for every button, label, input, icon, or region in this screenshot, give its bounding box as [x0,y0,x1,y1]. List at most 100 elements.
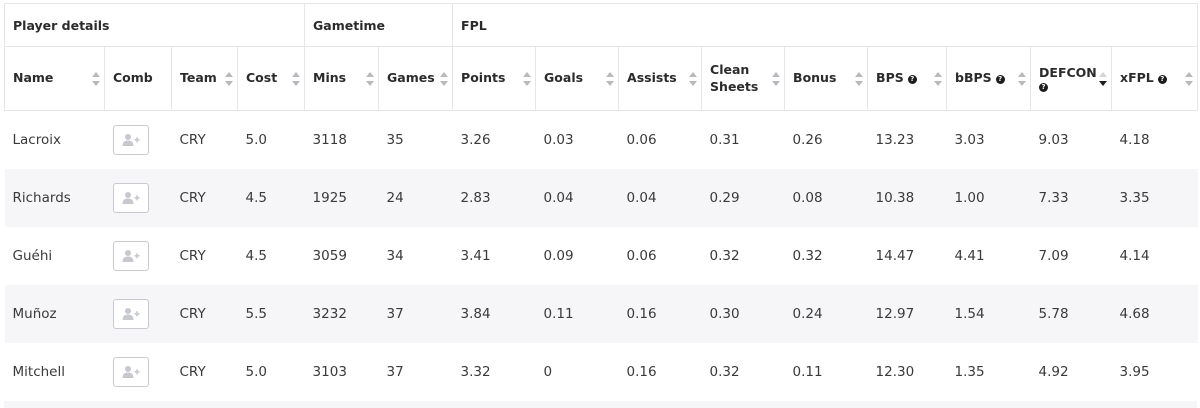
column-header-name[interactable]: Name [4,46,105,111]
cell-name: Muñoz [4,285,105,343]
cell-assists: 0.04 [618,169,702,227]
cell-name: Lacroix [12,132,61,148]
sort-icon[interactable] [92,71,100,86]
sort-icon[interactable] [225,71,233,86]
cell-cost: 5.5 [237,285,305,343]
cell-points: 3.32 [460,364,491,380]
column-header-bbps[interactable]: bBPS? [946,46,1032,111]
column-header-team[interactable]: Team [171,46,238,111]
sort-icon[interactable] [606,71,615,86]
cell-xfpl: 4.14 [1119,248,1150,264]
column-label-assists: Assists [627,70,677,86]
cell-goals: 0.04 [535,169,619,227]
column-label-defcon: DEFCON [1039,64,1097,80]
cell-team: CRY [171,169,238,227]
player-stats-table: Player details Gametime FPL Name Comb Te… [3,3,1199,402]
cell-bbps: 3.03 [954,132,985,148]
cell-clean-sheets: 0.31 [709,132,740,148]
cell-clean-sheets: 0.32 [709,248,740,264]
column-header-assists[interactable]: Assists [618,46,703,111]
cell-mins: 3118 [312,132,347,148]
add-to-comb-button[interactable] [112,125,149,155]
cell-team: CRY [171,285,238,343]
column-label-bps: BPS [876,70,904,86]
cell-xfpl: 3.35 [1111,169,1198,227]
cell-comb [105,111,172,170]
add-user-icon [122,308,139,320]
cell-points: 2.83 [452,169,536,227]
column-header-comb: Comb [104,46,172,111]
column-label-name: Name [13,70,54,86]
cell-bonus: 0.24 [784,285,868,343]
sort-icon[interactable] [772,71,781,86]
cell-bbps: 1.00 [946,169,1031,227]
cell-goals: 0 [543,364,553,380]
column-header-xfpl[interactable]: xFPL? [1111,46,1199,111]
cell-comb [104,285,172,343]
help-icon[interactable]: ? [995,75,1005,85]
sort-icon[interactable] [523,71,532,86]
column-header-cost[interactable]: Cost [236,46,306,111]
cell-bbps: 4.41 [954,248,985,264]
cell-team: CRY [179,132,206,148]
cell-team: CRY [179,364,206,380]
cell-bps: 13.23 [875,132,915,148]
sort-icon[interactable] [1185,71,1194,86]
column-header-defcon[interactable]: DEFCON? [1030,46,1113,111]
cell-bbps: 1.54 [946,285,1031,343]
help-icon[interactable]: ? [1039,83,1049,93]
sort-icon[interactable] [934,71,943,86]
cell-defcon: 7.09 [1038,248,1069,264]
add-to-comb-button[interactable] [112,241,149,271]
cell-goals: 0.03 [543,132,574,148]
cell-cost: 5.0 [245,132,267,148]
sort-icon[interactable] [855,71,864,86]
column-label-xfpl: xFPL [1120,70,1154,86]
table-row: Lacroix CRY 5.0 3118 35 3.26 0.03 0.06 0… [5,111,1198,170]
sort-descending-icon[interactable] [1099,71,1108,86]
add-user-icon [122,192,139,204]
cell-bps: 10.38 [867,169,947,227]
cell-comb [105,227,172,285]
column-header-clean-sheets[interactable]: Clean Sheets [701,46,786,111]
sort-icon[interactable] [440,71,449,86]
group-header-gametime: Gametime [304,3,454,47]
cell-mins: 3232 [304,285,379,343]
column-header-bonus[interactable]: Bonus [784,46,869,111]
cell-assists: 0.06 [626,132,657,148]
table-body: Lacroix CRY 5.0 3118 35 3.26 0.03 0.06 0… [4,111,1198,402]
column-header-goals[interactable]: Goals [535,46,620,111]
cell-mins: 3103 [312,364,347,380]
cell-xfpl: 3.95 [1119,364,1150,380]
cell-bonus: 0.11 [792,364,823,380]
group-header-player-details: Player details [3,3,306,47]
cell-bonus: 0.08 [784,169,868,227]
sort-icon[interactable] [1018,71,1027,86]
help-icon[interactable]: ? [907,75,917,85]
column-label-goals: Goals [544,70,584,86]
column-header-games[interactable]: Games [378,46,454,111]
column-header-bps[interactable]: BPS? [867,46,948,111]
cell-xfpl: 4.68 [1111,285,1198,343]
sort-icon[interactable] [366,71,375,86]
add-user-icon [122,250,139,262]
cell-team: CRY [179,248,206,264]
sort-icon[interactable] [292,71,301,86]
add-to-comb-button[interactable] [112,299,149,329]
add-to-comb-button[interactable] [112,183,149,213]
group-header-fpl: FPL [452,3,1199,47]
column-label-points: Points [461,70,506,86]
sort-icon[interactable] [689,71,698,86]
cell-goals: 0.09 [543,248,574,264]
column-header-mins[interactable]: Mins [304,46,380,111]
cell-bps: 12.97 [867,285,947,343]
column-header-points[interactable]: Points [452,46,537,111]
column-label-bonus: Bonus [793,70,837,86]
cell-clean-sheets: 0.29 [701,169,785,227]
cell-comb [104,169,172,227]
cell-games: 37 [378,285,453,343]
help-icon[interactable]: ? [1157,75,1167,85]
add-to-comb-button[interactable] [112,357,149,387]
cell-clean-sheets: 0.32 [709,364,740,380]
table-row: Guéhi CRY 4.5 3059 34 3.41 0.09 0.06 0.3… [5,227,1198,285]
